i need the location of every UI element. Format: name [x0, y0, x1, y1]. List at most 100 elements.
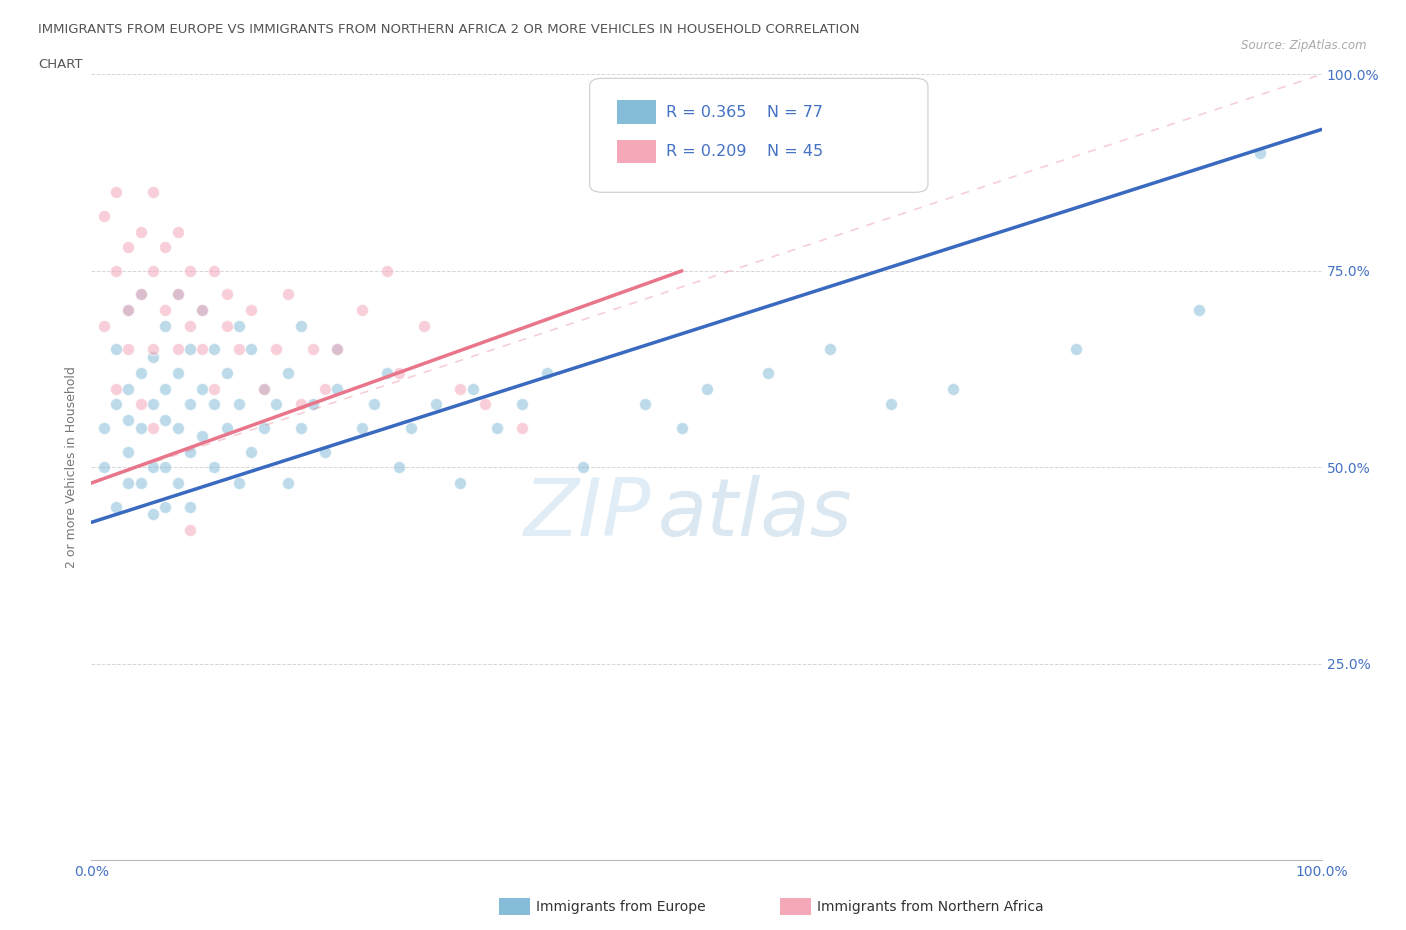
Point [536, 365, 558, 380]
Point [202, 263, 225, 278]
Text: R = 0.209    N = 45: R = 0.209 N = 45 [666, 144, 823, 159]
Point [671, 420, 693, 435]
Point [253, 381, 276, 396]
Point [375, 365, 398, 380]
Text: Immigrants from Northern Africa: Immigrants from Northern Africa [817, 899, 1043, 914]
Point [301, 342, 323, 357]
Point [202, 342, 225, 357]
Point [153, 240, 177, 255]
Point [202, 397, 225, 412]
Point [166, 287, 188, 302]
Point [117, 303, 139, 318]
Text: Source: ZipAtlas.com: Source: ZipAtlas.com [1241, 39, 1367, 52]
Point [215, 420, 238, 435]
Point [474, 397, 496, 412]
Point [375, 263, 398, 278]
Y-axis label: 2 or more Vehicles in Household: 2 or more Vehicles in Household [65, 366, 79, 568]
Point [202, 460, 225, 475]
Point [117, 445, 139, 459]
Point [93, 318, 115, 333]
Point [290, 420, 312, 435]
Point [153, 499, 177, 514]
Point [1249, 146, 1271, 161]
Point [117, 475, 139, 490]
Point [142, 263, 165, 278]
Point [105, 397, 127, 412]
Point [510, 420, 533, 435]
Text: atlas: atlas [657, 475, 852, 553]
Point [93, 208, 115, 223]
Point [572, 460, 595, 475]
Point [117, 381, 139, 396]
Point [314, 445, 336, 459]
Point [253, 381, 276, 396]
Point [818, 342, 841, 357]
Point [153, 413, 177, 428]
Point [153, 303, 177, 318]
Point [228, 342, 250, 357]
Point [191, 303, 214, 318]
Point [215, 365, 238, 380]
Point [129, 287, 152, 302]
FancyBboxPatch shape [617, 140, 657, 163]
Point [191, 381, 214, 396]
Point [191, 429, 214, 444]
Point [166, 224, 188, 239]
Point [153, 381, 177, 396]
Point [105, 499, 127, 514]
Point [228, 318, 250, 333]
Point [166, 365, 188, 380]
Point [117, 240, 139, 255]
Point [314, 381, 336, 396]
Point [277, 475, 299, 490]
Point [105, 185, 127, 200]
Point [1064, 342, 1087, 357]
Point [166, 420, 188, 435]
Text: R = 0.365    N = 77: R = 0.365 N = 77 [666, 104, 823, 120]
Point [179, 263, 201, 278]
Point [277, 365, 299, 380]
Point [228, 475, 250, 490]
Point [142, 507, 165, 522]
Text: IMMIGRANTS FROM EUROPE VS IMMIGRANTS FROM NORTHERN AFRICA 2 OR MORE VEHICLES IN : IMMIGRANTS FROM EUROPE VS IMMIGRANTS FRO… [38, 23, 859, 36]
Point [240, 303, 263, 318]
Point [105, 342, 127, 357]
Point [215, 318, 238, 333]
Point [240, 445, 263, 459]
Point [93, 460, 115, 475]
Point [93, 420, 115, 435]
Point [129, 224, 152, 239]
Point [388, 460, 411, 475]
Point [142, 397, 165, 412]
Point [1187, 303, 1209, 318]
Text: Immigrants from Europe: Immigrants from Europe [536, 899, 706, 914]
Point [105, 381, 127, 396]
Point [142, 350, 165, 365]
Point [129, 287, 152, 302]
FancyBboxPatch shape [589, 78, 928, 193]
Point [326, 342, 349, 357]
Point [142, 460, 165, 475]
Point [634, 397, 657, 412]
Point [129, 420, 152, 435]
Point [191, 303, 214, 318]
Point [290, 318, 312, 333]
Point [399, 420, 422, 435]
Point [290, 397, 312, 412]
Point [425, 397, 447, 412]
Point [756, 365, 779, 380]
Point [264, 397, 287, 412]
Point [253, 420, 276, 435]
Point [129, 397, 152, 412]
Point [166, 475, 188, 490]
Point [461, 381, 484, 396]
Point [352, 303, 374, 318]
Point [240, 342, 263, 357]
Point [264, 342, 287, 357]
Point [941, 381, 963, 396]
Point [277, 287, 299, 302]
Point [449, 381, 471, 396]
Point [388, 365, 411, 380]
Point [166, 342, 188, 357]
Point [486, 420, 509, 435]
